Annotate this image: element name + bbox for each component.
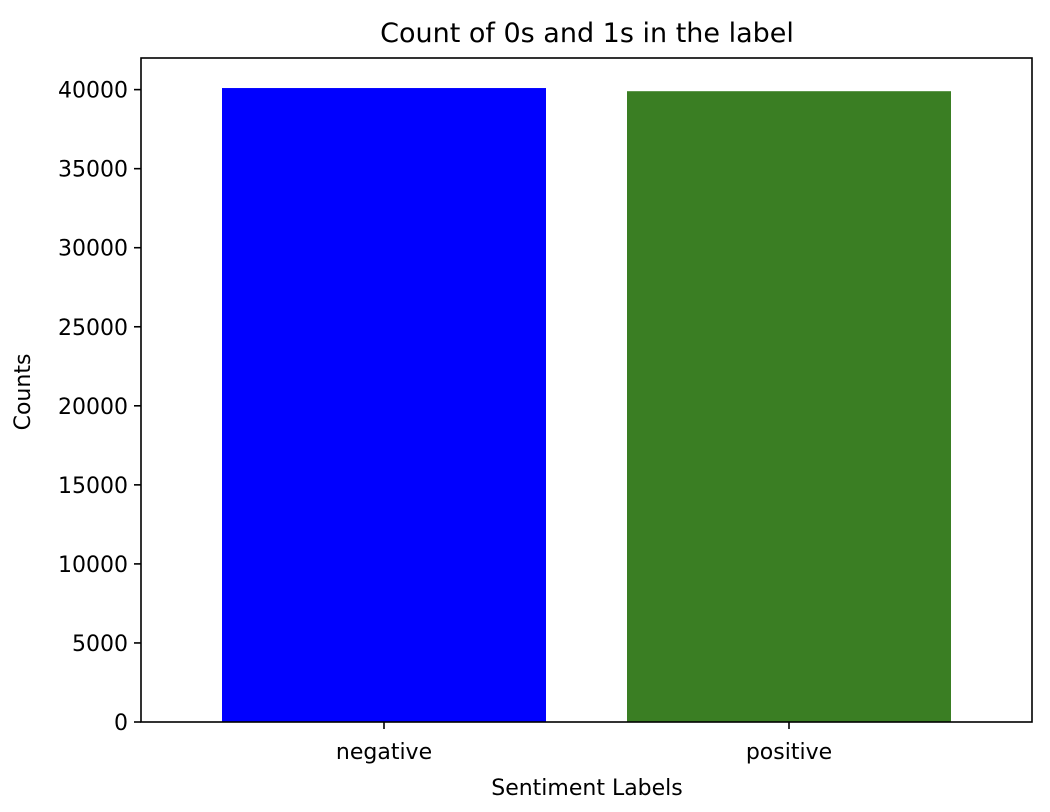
- y-tick-label: 5000: [72, 632, 128, 657]
- x-axis-title: Sentiment Labels: [491, 776, 683, 801]
- y-tick-label: 40000: [58, 79, 128, 104]
- x-tick-label-positive: positive: [746, 740, 832, 765]
- y-tick-label: 15000: [58, 474, 128, 499]
- y-axis-title: Counts: [11, 354, 36, 431]
- y-tick-label: 0: [114, 711, 128, 736]
- x-tick-label-negative: negative: [336, 740, 432, 765]
- y-tick-label: 20000: [58, 395, 128, 420]
- chart-title: Count of 0s and 1s in the label: [380, 18, 794, 49]
- bar-negative: [222, 88, 546, 723]
- x-axis: negative positive: [336, 722, 832, 765]
- bars-group: [222, 88, 951, 723]
- y-axis: 0 5000 10000 15000 20000 25000 30000 35000 40000: [58, 79, 141, 736]
- plot-frame: [140, 57, 1033, 723]
- y-tick-label: 25000: [58, 316, 128, 341]
- y-tick-label: 35000: [58, 158, 128, 183]
- y-tick-label: 10000: [58, 553, 128, 578]
- y-tick-label: 30000: [58, 237, 128, 262]
- bar-positive: [627, 91, 951, 722]
